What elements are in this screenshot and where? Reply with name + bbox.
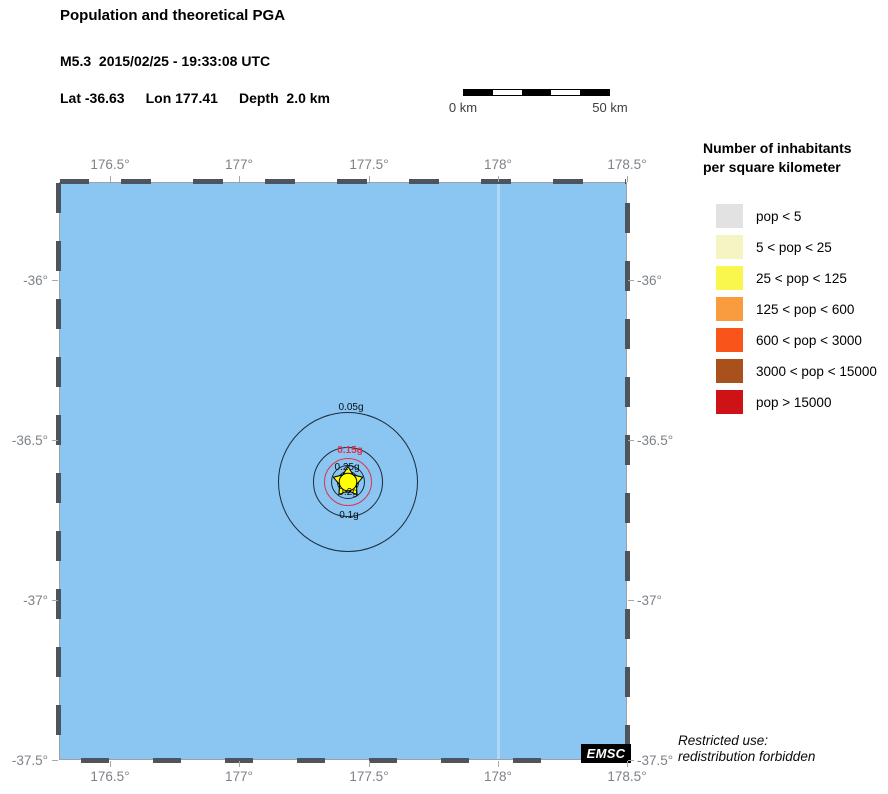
legend-swatch-pop-gt-15000: [716, 390, 743, 414]
axis-tick: [369, 761, 370, 767]
event-longitude: Lon 177.41: [145, 90, 218, 106]
legend-label: pop < 5: [756, 209, 802, 224]
axis-tick: [628, 280, 634, 281]
axis-tick: [628, 600, 634, 601]
lat-label-left: -37°: [23, 593, 48, 608]
lat-label-left: -36°: [23, 273, 48, 288]
legend-title-line1: Number of inhabitants: [703, 140, 852, 156]
lat-label-right: -36°: [637, 273, 662, 288]
lon-label-top: 177°: [225, 157, 253, 172]
axis-tick: [627, 176, 628, 182]
lon-label-top: 178.5°: [607, 157, 647, 172]
axis-tick: [627, 761, 628, 767]
legend-title-line2: per square kilometer: [703, 159, 841, 175]
axis-tick: [498, 176, 499, 182]
emsc-logo-text: EMSC: [586, 746, 626, 761]
pga-contour-0.15g: [324, 458, 372, 506]
lon-label-top: 178°: [484, 157, 512, 172]
legend-swatch-25-125: [716, 266, 743, 290]
axis-tick: [52, 760, 58, 761]
axis-tick: [628, 440, 634, 441]
legend-swatch-pop-lt-5: [716, 204, 743, 228]
axis-tick: [239, 761, 240, 767]
lon-label-bottom: 178°: [484, 769, 512, 784]
contour-label-0.05g: 0.05g: [338, 402, 364, 413]
lon-label-top: 177.5°: [349, 157, 389, 172]
event-magnitude-datetime: M5.3 2015/02/25 - 19:33:08 UTC: [60, 53, 271, 69]
map-frame-dashes-left: [56, 183, 61, 759]
scale-segment: [493, 90, 522, 95]
lon-label-bottom: 176.5°: [90, 769, 130, 784]
contour-label-0.15g: 0.15g: [337, 445, 363, 456]
map-frame-dashes-bottom: [60, 758, 626, 763]
legend-label: 25 < pop < 125: [756, 271, 847, 286]
scale-end-label: 50 km: [592, 100, 628, 115]
lat-label-left: -37.5°: [11, 753, 48, 768]
axis-tick: [52, 440, 58, 441]
lon-label-bottom: 178.5°: [607, 769, 647, 784]
legend-label: 125 < pop < 600: [756, 302, 855, 317]
axis-tick: [239, 176, 240, 182]
event-depth: Depth 2.0 km: [238, 90, 330, 106]
axis-tick: [52, 600, 58, 601]
legend-label: 5 < pop < 25: [756, 240, 832, 255]
meridian-graticule-line: [497, 183, 500, 759]
map-frame-dashes-right: [625, 183, 630, 759]
axis-tick: [52, 280, 58, 281]
lon-label-top: 176.5°: [90, 157, 130, 172]
contour-label-0.25g: 0.25g: [334, 462, 360, 473]
emsc-logo: EMSC: [581, 744, 631, 763]
restriction-notice: Restricted use: redistribution forbidden: [678, 733, 815, 765]
legend-swatch-125-600: [716, 297, 743, 321]
lon-label-bottom: 177.5°: [349, 769, 389, 784]
contour-label-0.2g: 0.2g: [338, 487, 358, 498]
event-latitude: Lat -36.63: [60, 90, 125, 106]
lat-label-right: -37°: [637, 593, 662, 608]
lat-label-right: -37.5°: [637, 753, 674, 768]
scale-segment: [522, 90, 551, 95]
pga-contour-0.2g: [331, 465, 365, 499]
pga-contour-0.05g: [278, 412, 418, 552]
restriction-line1: Restricted use:: [678, 733, 769, 748]
scale-segment: [551, 90, 580, 95]
legend-label: pop > 15000: [756, 395, 832, 410]
axis-tick: [498, 761, 499, 767]
axis-tick: [369, 176, 370, 182]
contour-label-0.1g: 0.1g: [339, 510, 359, 521]
event-location-line: Lat -36.63 Lon 177.41 Depth 2.0 km: [60, 90, 330, 106]
legend-swatch-3000-15000: [716, 359, 743, 383]
legend-label: 600 < pop < 3000: [756, 333, 862, 348]
axis-tick: [628, 760, 634, 761]
scale-segment: [580, 90, 609, 95]
legend-label: 3000 < pop < 15000: [756, 364, 877, 379]
restriction-line2: redistribution forbidden: [678, 749, 816, 764]
lat-label-right: -36.5°: [637, 433, 674, 448]
pga-contour-0.1g: [313, 447, 383, 517]
axis-tick: [110, 176, 111, 182]
legend-swatch-600-3000: [716, 328, 743, 352]
axis-tick: [110, 761, 111, 767]
lon-label-bottom: 177°: [225, 769, 253, 784]
lat-label-left: -36.5°: [11, 433, 48, 448]
map-scale-bar: [463, 89, 610, 96]
epicenter-star-icon: [332, 465, 364, 496]
map-canvas: 0.05g 0.1g 0.15g 0.2g 0.25g EMSC: [56, 179, 631, 763]
page-title: Population and theoretical PGA: [60, 7, 286, 24]
legend-title: Number of inhabitants per square kilomet…: [703, 139, 852, 177]
legend-swatch-5-25: [716, 235, 743, 259]
scale-segment: [464, 90, 493, 95]
scale-start-label: 0 km: [448, 100, 478, 115]
map-frame-dashes-top: [60, 179, 626, 184]
